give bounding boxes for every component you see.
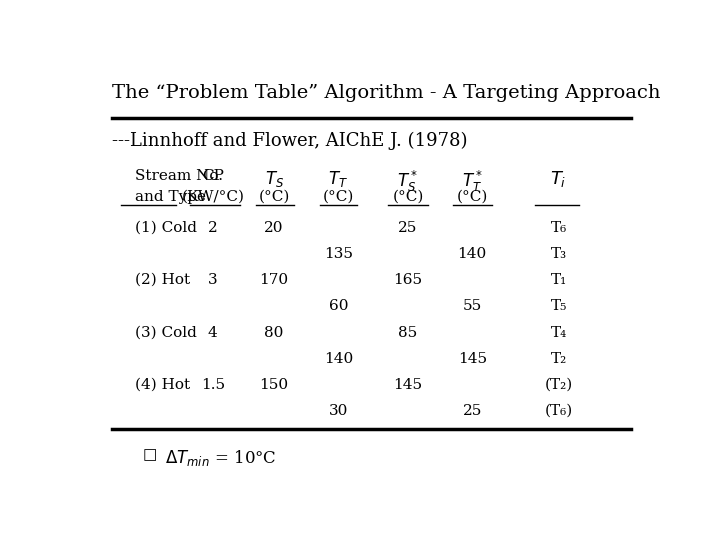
Text: 1.5: 1.5 bbox=[201, 378, 225, 392]
Text: and Type: and Type bbox=[135, 190, 206, 204]
Text: T₅: T₅ bbox=[551, 299, 567, 313]
Text: 80: 80 bbox=[264, 326, 284, 340]
Text: (1) Cold: (1) Cold bbox=[135, 221, 197, 235]
Text: (2) Hot: (2) Hot bbox=[135, 273, 190, 287]
Text: 60: 60 bbox=[328, 299, 348, 313]
Text: T₂: T₂ bbox=[551, 352, 567, 366]
Text: 20: 20 bbox=[264, 221, 284, 235]
Text: 2: 2 bbox=[208, 221, 217, 235]
Text: (°C): (°C) bbox=[258, 190, 290, 204]
Text: Stream No.: Stream No. bbox=[135, 168, 222, 183]
Text: $T_T$: $T_T$ bbox=[328, 168, 348, 189]
Text: (°C): (°C) bbox=[392, 190, 424, 204]
Text: 150: 150 bbox=[260, 378, 289, 392]
Text: 165: 165 bbox=[394, 273, 423, 287]
Text: (°C): (°C) bbox=[323, 190, 354, 204]
Text: (T₂): (T₂) bbox=[544, 378, 573, 392]
Text: T₃: T₃ bbox=[551, 247, 567, 261]
Text: 170: 170 bbox=[260, 273, 289, 287]
Text: 55: 55 bbox=[463, 299, 482, 313]
Text: 135: 135 bbox=[324, 247, 353, 261]
Text: (KW/°C): (KW/°C) bbox=[181, 190, 244, 204]
Text: 140: 140 bbox=[324, 352, 353, 366]
Text: 85: 85 bbox=[398, 326, 418, 340]
Text: $T_T^*$: $T_T^*$ bbox=[462, 168, 483, 194]
Text: 145: 145 bbox=[458, 352, 487, 366]
Text: (4) Hot: (4) Hot bbox=[135, 378, 190, 392]
Text: (°C): (°C) bbox=[456, 190, 488, 204]
Text: 145: 145 bbox=[394, 378, 423, 392]
Text: 140: 140 bbox=[458, 247, 487, 261]
Text: 4: 4 bbox=[208, 326, 217, 340]
Text: 25: 25 bbox=[398, 221, 418, 235]
Text: T₄: T₄ bbox=[551, 326, 567, 340]
Text: (3) Cold: (3) Cold bbox=[135, 326, 197, 340]
Text: 25: 25 bbox=[462, 404, 482, 418]
Text: 3: 3 bbox=[208, 273, 217, 287]
Text: The “Problem Table” Algorithm - A Targeting Approach: The “Problem Table” Algorithm - A Target… bbox=[112, 84, 661, 102]
Text: $ΔT_{min}$ = 10°C: $ΔT_{min}$ = 10°C bbox=[166, 448, 277, 468]
Text: 30: 30 bbox=[328, 404, 348, 418]
Text: T₁: T₁ bbox=[551, 273, 567, 287]
Text: $T_S^*$: $T_S^*$ bbox=[397, 168, 418, 194]
Text: $T_S$: $T_S$ bbox=[264, 168, 284, 189]
Text: (T₆): (T₆) bbox=[544, 404, 573, 418]
Text: □: □ bbox=[143, 448, 158, 462]
Text: $T_i$: $T_i$ bbox=[551, 168, 567, 189]
Text: CP: CP bbox=[202, 168, 224, 183]
Text: ---Linnhoff and Flower, AIChE J. (1978): ---Linnhoff and Flower, AIChE J. (1978) bbox=[112, 131, 468, 150]
Text: T₆: T₆ bbox=[551, 221, 567, 235]
